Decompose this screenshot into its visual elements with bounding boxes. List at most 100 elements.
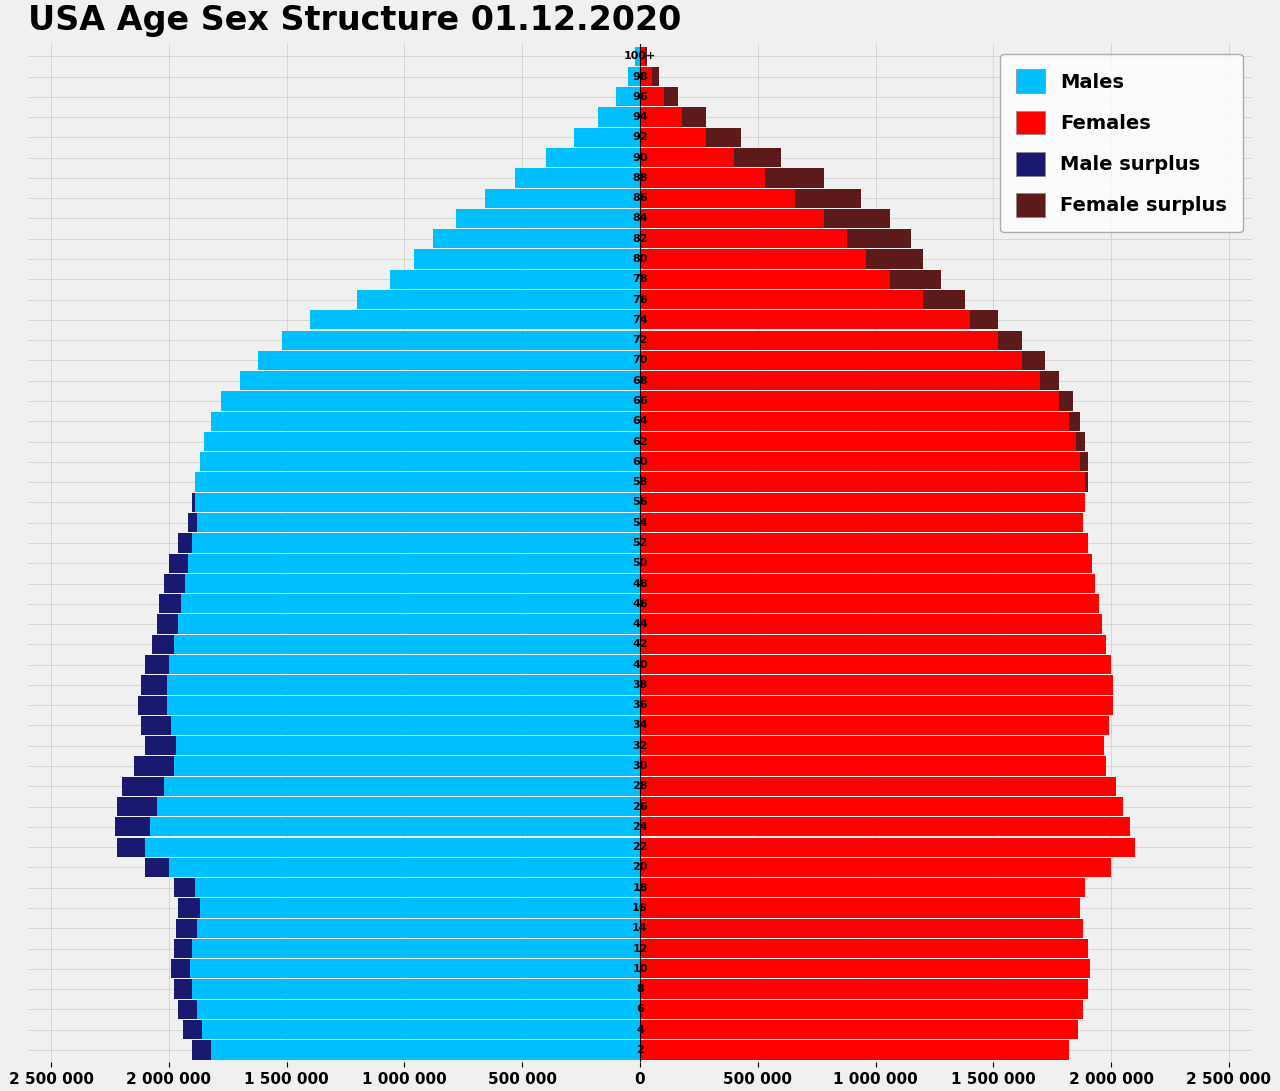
Bar bbox=[169, 858, 640, 877]
Bar bbox=[640, 553, 1092, 573]
Bar bbox=[640, 229, 847, 249]
Bar bbox=[310, 310, 640, 329]
Bar bbox=[211, 411, 640, 431]
Bar bbox=[640, 614, 1102, 634]
Bar bbox=[640, 838, 1134, 856]
Bar bbox=[188, 513, 197, 532]
Text: 72: 72 bbox=[632, 335, 648, 345]
Bar bbox=[146, 858, 169, 877]
Bar bbox=[195, 472, 640, 492]
Bar bbox=[157, 796, 640, 816]
Bar bbox=[640, 898, 1080, 918]
Bar bbox=[157, 614, 178, 634]
Bar bbox=[598, 107, 640, 127]
Bar bbox=[640, 128, 707, 147]
Bar bbox=[628, 67, 640, 86]
Bar bbox=[141, 716, 172, 735]
Text: 16: 16 bbox=[632, 903, 648, 913]
Bar bbox=[640, 411, 1069, 431]
Text: 22: 22 bbox=[632, 842, 648, 852]
Text: 74: 74 bbox=[632, 315, 648, 325]
Bar bbox=[923, 290, 965, 309]
Bar bbox=[890, 269, 942, 289]
Bar bbox=[635, 47, 640, 65]
Bar bbox=[172, 959, 191, 979]
Text: 36: 36 bbox=[632, 700, 648, 710]
Bar bbox=[735, 148, 781, 167]
Bar bbox=[197, 513, 640, 532]
Bar bbox=[197, 999, 640, 1019]
Bar bbox=[175, 736, 640, 755]
Bar bbox=[211, 1041, 640, 1059]
Bar bbox=[138, 696, 166, 715]
Bar bbox=[116, 796, 157, 816]
Bar bbox=[146, 838, 640, 856]
Bar bbox=[640, 493, 1085, 512]
Text: 4: 4 bbox=[636, 1024, 644, 1034]
Text: 68: 68 bbox=[632, 375, 648, 386]
Text: 94: 94 bbox=[632, 112, 648, 122]
Bar bbox=[640, 675, 1114, 695]
Bar bbox=[640, 168, 765, 188]
Bar bbox=[640, 696, 1114, 715]
Bar bbox=[174, 939, 192, 958]
Text: 30: 30 bbox=[632, 762, 648, 771]
Bar bbox=[640, 148, 735, 167]
Bar bbox=[180, 595, 640, 613]
Bar bbox=[795, 189, 861, 207]
Text: 12: 12 bbox=[632, 944, 648, 954]
Bar bbox=[640, 269, 890, 289]
Bar bbox=[174, 756, 640, 776]
Text: 70: 70 bbox=[632, 356, 648, 365]
Bar bbox=[146, 655, 169, 674]
Text: 50: 50 bbox=[632, 559, 648, 568]
Text: 42: 42 bbox=[632, 639, 648, 649]
Bar bbox=[200, 452, 640, 471]
Text: 14: 14 bbox=[632, 923, 648, 933]
Legend: Males, Females, Male surplus, Female surplus: Males, Females, Male surplus, Female sur… bbox=[1000, 53, 1243, 232]
Bar bbox=[197, 919, 640, 938]
Text: 34: 34 bbox=[632, 720, 648, 731]
Bar bbox=[1075, 432, 1085, 452]
Text: 80: 80 bbox=[632, 254, 648, 264]
Text: 26: 26 bbox=[632, 802, 648, 812]
Bar bbox=[640, 756, 1106, 776]
Bar bbox=[166, 675, 640, 695]
Text: 52: 52 bbox=[632, 538, 648, 548]
Bar bbox=[1041, 371, 1060, 391]
Text: 84: 84 bbox=[632, 214, 648, 224]
Bar bbox=[164, 777, 640, 796]
Text: 82: 82 bbox=[632, 233, 648, 243]
Bar bbox=[640, 513, 1083, 532]
Bar bbox=[150, 817, 640, 837]
Bar bbox=[192, 939, 640, 958]
Bar bbox=[166, 696, 640, 715]
Bar bbox=[192, 493, 195, 512]
Bar bbox=[640, 310, 970, 329]
Bar bbox=[640, 189, 795, 207]
Bar bbox=[645, 47, 648, 65]
Bar bbox=[174, 980, 192, 998]
Text: 10: 10 bbox=[632, 963, 648, 974]
Text: 48: 48 bbox=[632, 578, 648, 588]
Bar bbox=[640, 959, 1089, 979]
Text: 96: 96 bbox=[632, 92, 648, 101]
Bar bbox=[146, 736, 175, 755]
Bar bbox=[191, 959, 640, 979]
Text: 66: 66 bbox=[632, 396, 648, 406]
Bar bbox=[640, 533, 1088, 552]
Bar bbox=[116, 838, 146, 856]
Text: 92: 92 bbox=[632, 132, 648, 142]
Bar bbox=[174, 635, 640, 654]
Text: USA Age Sex Structure 01.12.2020: USA Age Sex Structure 01.12.2020 bbox=[28, 4, 681, 37]
Bar bbox=[640, 939, 1088, 958]
Bar bbox=[640, 250, 867, 268]
Bar bbox=[640, 777, 1116, 796]
Text: 18: 18 bbox=[632, 883, 648, 892]
Bar bbox=[485, 189, 640, 207]
Bar bbox=[824, 208, 890, 228]
Text: 98: 98 bbox=[632, 72, 648, 82]
Text: 54: 54 bbox=[632, 517, 648, 528]
Bar bbox=[186, 574, 640, 594]
Bar bbox=[1085, 472, 1088, 492]
